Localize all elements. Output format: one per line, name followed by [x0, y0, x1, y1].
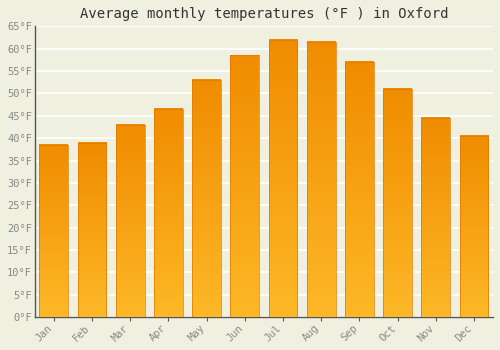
Bar	[307, 42, 336, 317]
Bar	[116, 125, 144, 317]
Bar	[268, 40, 298, 317]
Bar	[230, 55, 259, 317]
Bar	[78, 143, 106, 317]
Bar	[40, 145, 68, 317]
Bar	[422, 118, 450, 317]
Title: Average monthly temperatures (°F ) in Oxford: Average monthly temperatures (°F ) in Ox…	[80, 7, 448, 21]
Bar	[154, 109, 182, 317]
Bar	[460, 136, 488, 317]
Bar	[345, 62, 374, 317]
Bar	[192, 80, 221, 317]
Bar	[383, 89, 412, 317]
